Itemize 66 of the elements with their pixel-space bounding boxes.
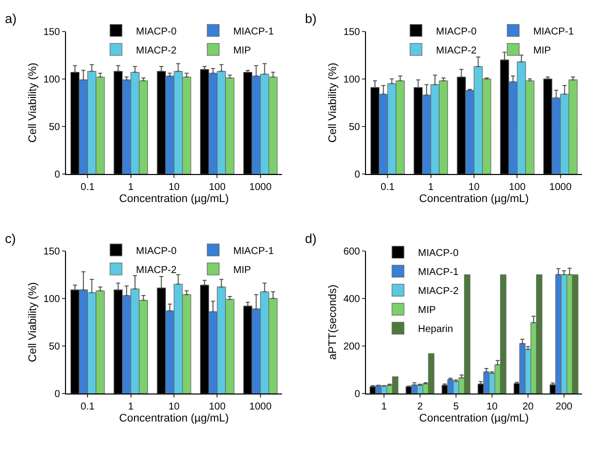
x-tick-label: 1 — [428, 182, 434, 194]
x-tick-label: 1 — [128, 402, 134, 413]
y-tick-label: 100 — [43, 74, 60, 86]
legend-label: MIP — [533, 45, 552, 56]
y-tick-label: 50 — [348, 122, 360, 133]
chart-title: c) — [5, 231, 16, 246]
y-tick-label: 150 — [43, 246, 60, 258]
x-tick-label: 10 — [168, 402, 180, 413]
chart-title: d) — [305, 231, 317, 246]
legend-label: MIACP-2 — [436, 45, 477, 56]
y-axis-title: aPTT(seconds) — [326, 284, 339, 360]
x-tick-label: 2 — [417, 402, 424, 413]
legend-label: MIACP-2 — [418, 286, 459, 298]
legend-label: MIP — [233, 45, 252, 56]
legend-label: MIACP-0 — [436, 26, 477, 38]
y-tick-label: 400 — [343, 294, 360, 305]
x-tick-label: 10 — [468, 182, 480, 194]
x-tick-label: 10 — [486, 402, 498, 413]
x-tick-label: 100 — [508, 182, 526, 194]
legend-label: MIACP-0 — [136, 246, 177, 257]
x-axis-title: Concentration (µg/mL) — [419, 412, 529, 425]
y-tick-label: 150 — [343, 26, 360, 38]
x-tick-label: 5 — [453, 402, 460, 413]
legend-label: MIACP-1 — [233, 246, 274, 257]
legend-label: MIP — [233, 264, 252, 276]
legend-label: MIACP-0 — [418, 248, 459, 260]
y-tick-label: 0 — [54, 170, 60, 181]
x-tick-label: 1000 — [249, 182, 272, 194]
chart-title: a) — [5, 11, 17, 26]
y-tick-label: 0 — [54, 389, 60, 400]
legend-label: MIACP-1 — [533, 26, 574, 38]
legend-label: MIACP-1 — [418, 267, 459, 278]
legend-label: MIP — [418, 305, 436, 316]
x-tick-label: 1 — [128, 182, 134, 194]
y-tick-label: 150 — [43, 26, 60, 38]
y-tick-label: 100 — [43, 294, 60, 305]
x-axis-title: Concentration (µg/mL) — [419, 193, 529, 206]
legend-label: MIACP-2 — [136, 45, 177, 56]
x-tick-label: 1 — [381, 402, 388, 413]
y-tick-label: 200 — [343, 341, 360, 352]
x-axis-title: Concentration (µg/mL) — [119, 412, 229, 425]
x-tick-label: 0.1 — [380, 182, 395, 194]
x-tick-label: 0.1 — [80, 182, 95, 194]
y-tick-label: 50 — [48, 341, 60, 352]
x-tick-label: 10 — [168, 182, 180, 194]
y-tick-label: 600 — [343, 246, 360, 258]
chart-title: b) — [305, 11, 317, 26]
y-tick-label: 50 — [48, 122, 60, 133]
y-tick-label: 100 — [343, 74, 360, 86]
y-tick-label: 0 — [354, 170, 360, 181]
x-tick-label: 100 — [208, 402, 226, 413]
y-tick-label: 0 — [354, 389, 360, 400]
legend-label: Heparin — [418, 324, 454, 336]
legend-label: MIACP-1 — [233, 26, 274, 38]
x-tick-label: 100 — [208, 182, 226, 194]
x-tick-label: 20 — [522, 402, 534, 413]
y-axis-title: Cell Viability (%) — [26, 62, 39, 143]
legend-label: MIACP-2 — [136, 264, 177, 276]
legend-label: MIACP-0 — [136, 26, 177, 38]
x-tick-label: 200 — [556, 402, 573, 413]
x-tick-label: 1000 — [249, 402, 272, 413]
x-axis-title: Concentration (µg/mL) — [119, 193, 229, 206]
y-axis-title: Cell Viability (%) — [326, 62, 339, 143]
x-tick-label: 1000 — [549, 182, 572, 194]
x-tick-label: 0.1 — [80, 402, 95, 413]
y-axis-title: Cell Viability (%) — [26, 282, 39, 362]
